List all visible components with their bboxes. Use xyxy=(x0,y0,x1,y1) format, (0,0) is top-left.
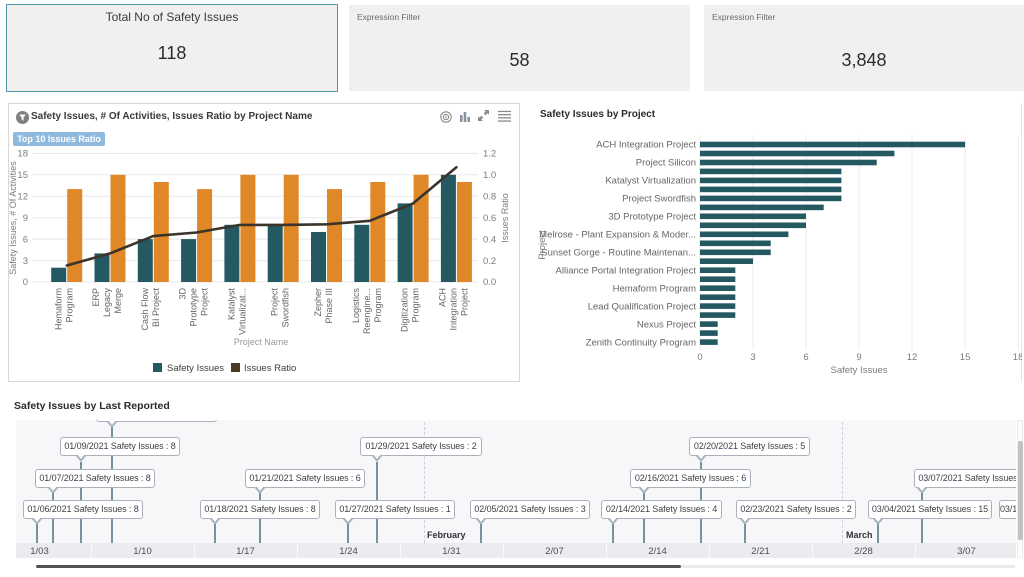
svg-text:0.4: 0.4 xyxy=(483,234,496,245)
svg-text:3DPrototypeProject: 3DPrototypeProject xyxy=(178,288,210,327)
svg-text:0.6: 0.6 xyxy=(483,213,496,224)
svg-text:0: 0 xyxy=(23,277,28,288)
svg-text:12: 12 xyxy=(907,352,918,363)
svg-text:6: 6 xyxy=(803,352,808,363)
svg-text:Project Swordfish: Project Swordfish xyxy=(622,194,696,205)
svg-text:Lead Qualification Project: Lead Qualification Project xyxy=(588,301,697,312)
svg-text:3: 3 xyxy=(23,256,28,267)
svg-text:6: 6 xyxy=(23,234,28,245)
svg-text:15: 15 xyxy=(960,352,971,363)
svg-text:ZepherPhase III: ZepherPhase III xyxy=(313,288,334,324)
svg-text:Hemaform Program: Hemaform Program xyxy=(613,283,696,294)
svg-text:Melrose - Plant Expansion & Mo: Melrose - Plant Expansion & Moder... xyxy=(539,230,696,241)
svg-text:0: 0 xyxy=(697,352,702,363)
svg-text:18: 18 xyxy=(1013,352,1022,363)
svg-text:Project: Project xyxy=(537,230,548,260)
svg-text:LogisticsReengine...Program: LogisticsReengine...Program xyxy=(351,288,383,335)
svg-text:3D Prototype Project: 3D Prototype Project xyxy=(608,212,696,223)
svg-text:Project Silicon: Project Silicon xyxy=(636,158,696,169)
svg-text:Sunset Gorge - Routine Mainten: Sunset Gorge - Routine Maintenan... xyxy=(541,248,696,259)
svg-text:Katalyst Virtualization: Katalyst Virtualization xyxy=(605,176,696,187)
svg-text:0.0: 0.0 xyxy=(483,277,496,288)
svg-text:HemaformProgram: HemaformProgram xyxy=(53,288,74,330)
svg-text:DigitizationProgram: DigitizationProgram xyxy=(400,288,421,332)
svg-text:1.0: 1.0 xyxy=(483,170,496,181)
svg-text:15: 15 xyxy=(17,170,28,181)
svg-text:Safety Issues, # Of Activities: Safety Issues, # Of Activities xyxy=(9,161,18,275)
svg-text:ProjectSwordfish: ProjectSwordfish xyxy=(270,288,291,328)
svg-text:0.2: 0.2 xyxy=(483,256,496,267)
svg-text:ACH Integration Project: ACH Integration Project xyxy=(596,140,696,151)
svg-text:9: 9 xyxy=(856,352,861,363)
svg-text:Cash FlowBI Project: Cash FlowBI Project xyxy=(140,288,161,331)
svg-text:Alliance Portal Integration Pr: Alliance Portal Integration Project xyxy=(556,265,697,276)
svg-text:Zenith Continuity Program: Zenith Continuity Program xyxy=(586,337,696,348)
svg-text:3: 3 xyxy=(750,352,755,363)
svg-text:18: 18 xyxy=(17,149,28,160)
svg-text:0.8: 0.8 xyxy=(483,192,496,203)
svg-text:Project Name: Project Name xyxy=(234,337,289,347)
svg-text:1.2: 1.2 xyxy=(483,149,496,160)
svg-text:Nexus Project: Nexus Project xyxy=(637,319,696,330)
svg-text:KatalystVirtualizat...: KatalystVirtualizat... xyxy=(226,288,247,335)
svg-text:12: 12 xyxy=(17,192,28,203)
svg-text:9: 9 xyxy=(23,213,28,224)
svg-text:Safety Issues: Safety Issues xyxy=(830,365,887,376)
svg-text:Issues Ratio: Issues Ratio xyxy=(500,193,510,243)
svg-text:ERPLegacyMerge: ERPLegacyMerge xyxy=(91,288,123,318)
svg-text:ACHIntegrationProject: ACHIntegrationProject xyxy=(437,288,469,331)
svg-text:Safety Issues: Safety Issues xyxy=(167,363,224,374)
svg-text:Issues Ratio: Issues Ratio xyxy=(244,363,296,374)
